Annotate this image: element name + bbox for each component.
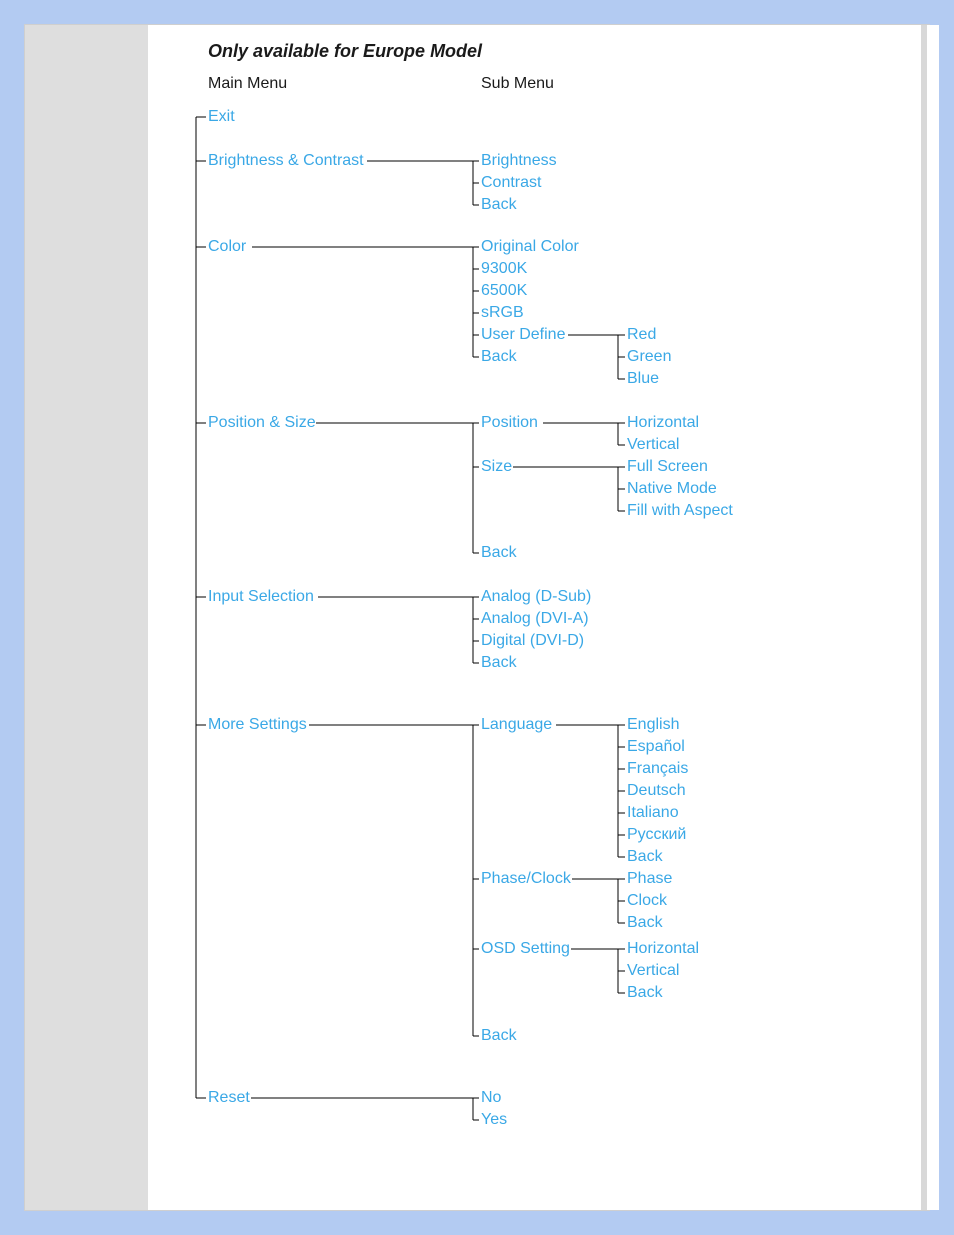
sub2-item: Back: [627, 914, 663, 932]
sub-item: OSD Setting: [481, 940, 570, 958]
document-sheet: Only available for Europe Model Main Menu…: [148, 25, 939, 1210]
main-item-position_size: Position & Size: [208, 414, 316, 432]
header-sub-menu: Sub Menu: [481, 75, 554, 93]
main-item-more_settings: More Settings: [208, 716, 307, 734]
header-main-menu: Main Menu: [208, 75, 287, 93]
sub2-item: Français: [627, 760, 688, 778]
sub-item: Back: [481, 348, 517, 366]
sub2-item: Back: [627, 984, 663, 1002]
sub2-item: Italiano: [627, 804, 679, 822]
sub-item: Analog (D-Sub): [481, 588, 591, 606]
sub-item: Digital (DVI-D): [481, 632, 584, 650]
sub-item: No: [481, 1089, 501, 1107]
sub2-item: Blue: [627, 370, 659, 388]
page-title: Only available for Europe Model: [208, 42, 482, 60]
main-item-brightness_contrast: Brightness & Contrast: [208, 152, 364, 170]
sub2-item: Vertical: [627, 962, 679, 980]
sub2-item: Fill with Aspect: [627, 502, 733, 520]
sub-item: Language: [481, 716, 552, 734]
sub2-item: Full Screen: [627, 458, 708, 476]
sub2-item: Русский: [627, 826, 686, 844]
main-item-input_selection: Input Selection: [208, 588, 314, 606]
sub2-item: English: [627, 716, 679, 734]
sub2-item: Native Mode: [627, 480, 717, 498]
sub2-item: Horizontal: [627, 940, 699, 958]
sub-item: Phase/Clock: [481, 870, 571, 888]
sub-item: User Define: [481, 326, 565, 344]
scrollbar[interactable]: [921, 25, 927, 1210]
sub-item: 9300K: [481, 260, 527, 278]
sub2-item: Vertical: [627, 436, 679, 454]
page-frame: Only available for Europe Model Main Menu…: [24, 24, 930, 1211]
sub2-item: Back: [627, 848, 663, 866]
sub2-item: Phase: [627, 870, 672, 888]
sub-item: Analog (DVI-A): [481, 610, 589, 628]
sub-item: sRGB: [481, 304, 524, 322]
sub-item: Contrast: [481, 174, 541, 192]
main-item-exit: Exit: [208, 108, 235, 126]
sub-item: Back: [481, 196, 517, 214]
sub-item: Size: [481, 458, 512, 476]
sub2-item: Red: [627, 326, 656, 344]
sub-item: Original Color: [481, 238, 579, 256]
sub2-item: Deutsch: [627, 782, 686, 800]
sub2-item: Green: [627, 348, 671, 366]
main-item-reset: Reset: [208, 1089, 250, 1107]
main-item-color: Color: [208, 238, 246, 256]
sub-item: Brightness: [481, 152, 557, 170]
sub2-item: Clock: [627, 892, 667, 910]
sub-item: Back: [481, 1027, 517, 1045]
sub-item: Yes: [481, 1111, 507, 1129]
sub-item: 6500K: [481, 282, 527, 300]
sub-item: Back: [481, 544, 517, 562]
sub-item: Position: [481, 414, 538, 432]
sub2-item: Horizontal: [627, 414, 699, 432]
sub-item: Back: [481, 654, 517, 672]
sub2-item: Español: [627, 738, 685, 756]
